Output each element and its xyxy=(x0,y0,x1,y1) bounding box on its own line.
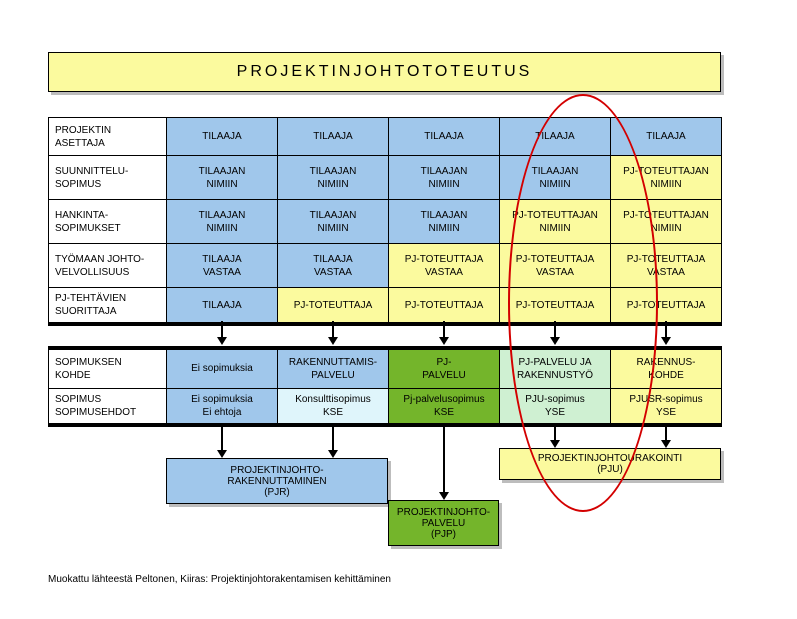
table-upper-cell-2-3: PJ-TOTEUTTAJANNIMIIN xyxy=(500,200,611,244)
table-upper-cell-0-0: TILAAJA xyxy=(167,118,278,156)
table-upper-rowlabel-1: SUUNNITTELU-SOPIMUS xyxy=(49,156,167,200)
table-lower-rowlabel-0: SOPIMUKSENKOHDE xyxy=(49,348,167,388)
table-lower-cell-1-4: PJUSR-sopimusYSE xyxy=(611,388,722,425)
result-pjp: PROJEKTINJOHTO-PALVELU(PJP) xyxy=(388,500,499,546)
table-lower-cell-1-2: Pj-palvelusopimusKSE xyxy=(389,388,500,425)
table-lower-cell-0-1: RAKENNUTTAMIS-PALVELU xyxy=(278,348,389,388)
table-upper-cell-0-3: TILAAJA xyxy=(500,118,611,156)
table-lower-cell-0-0: Ei sopimuksia xyxy=(167,348,278,388)
table-upper-cell-3-0: TILAAJAVASTAA xyxy=(167,244,278,288)
result-pju: PROJEKTINJOHTOURAKOINTI(PJU) xyxy=(499,448,721,480)
table-upper-cell-4-3: PJ-TOTEUTTAJA xyxy=(500,288,611,325)
table-upper-cell-4-0: TILAAJA xyxy=(167,288,278,325)
table-upper-cell-2-0: TILAAJANNIMIIN xyxy=(167,200,278,244)
table-lower-cell-0-2: PJ-PALVELU xyxy=(389,348,500,388)
table-lower: SOPIMUKSENKOHDEEi sopimuksiaRAKENNUTTAMI… xyxy=(48,346,722,427)
table-upper-cell-0-4: TILAAJA xyxy=(611,118,722,156)
table-upper-cell-0-1: TILAAJA xyxy=(278,118,389,156)
table-upper-cell-1-4: PJ-TOTEUTTAJANNIMIIN xyxy=(611,156,722,200)
table-upper-cell-1-0: TILAAJANNIMIIN xyxy=(167,156,278,200)
table-lower-cell-1-3: PJU-sopimusYSE xyxy=(500,388,611,425)
table-upper-cell-2-4: PJ-TOTEUTTAJANNIMIIN xyxy=(611,200,722,244)
citation: Muokattu lähteestä Peltonen, Kiiras: Pro… xyxy=(48,574,391,585)
table-lower-cell-1-1: KonsulttisopimusKSE xyxy=(278,388,389,425)
title-bar: PROJEKTINJOHTOTOTEUTUS xyxy=(48,52,721,92)
table-upper-cell-4-2: PJ-TOTEUTTAJA xyxy=(389,288,500,325)
table-lower-cell-1-0: Ei sopimuksiaEi ehtoja xyxy=(167,388,278,425)
table-upper: PROJEKTINASETTAJATILAAJATILAAJATILAAJATI… xyxy=(48,117,722,326)
table-lower-cell-0-4: RAKENNUS-KOHDE xyxy=(611,348,722,388)
table-upper-cell-4-4: PJ-TOTEUTTAJA xyxy=(611,288,722,325)
table-upper-cell-3-4: PJ-TOTEUTTAJAVASTAA xyxy=(611,244,722,288)
table-upper-cell-1-1: TILAAJANNIMIIN xyxy=(278,156,389,200)
table-upper-cell-3-3: PJ-TOTEUTTAJAVASTAA xyxy=(500,244,611,288)
table-upper-cell-2-1: TILAAJANNIMIIN xyxy=(278,200,389,244)
table-upper-cell-3-2: PJ-TOTEUTTAJAVASTAA xyxy=(389,244,500,288)
table-upper-cell-0-2: TILAAJA xyxy=(389,118,500,156)
table-upper-rowlabel-4: PJ-TEHTÄVIENSUORITTAJA xyxy=(49,288,167,325)
table-upper-cell-3-1: TILAAJAVASTAA xyxy=(278,244,389,288)
table-upper-cell-1-3: TILAAJANNIMIIN xyxy=(500,156,611,200)
table-upper-cell-1-2: TILAAJANNIMIIN xyxy=(389,156,500,200)
table-upper-rowlabel-2: HANKINTA-SOPIMUKSET xyxy=(49,200,167,244)
table-upper-cell-4-1: PJ-TOTEUTTAJA xyxy=(278,288,389,325)
table-upper-rowlabel-0: PROJEKTINASETTAJA xyxy=(49,118,167,156)
table-upper-rowlabel-3: TYÖMAAN JOHTO-VELVOLLISUUS xyxy=(49,244,167,288)
table-upper-cell-2-2: TILAAJANNIMIIN xyxy=(389,200,500,244)
table-lower-cell-0-3: PJ-PALVELU JARAKENNUSTYÖ xyxy=(500,348,611,388)
table-lower-rowlabel-1: SOPIMUSSOPIMUSEHDOT xyxy=(49,388,167,425)
result-pjr: PROJEKTINJOHTO-RAKENNUTTAMINEN(PJR) xyxy=(166,458,388,504)
page-title: PROJEKTINJOHTOTOTEUTUS xyxy=(49,53,720,91)
